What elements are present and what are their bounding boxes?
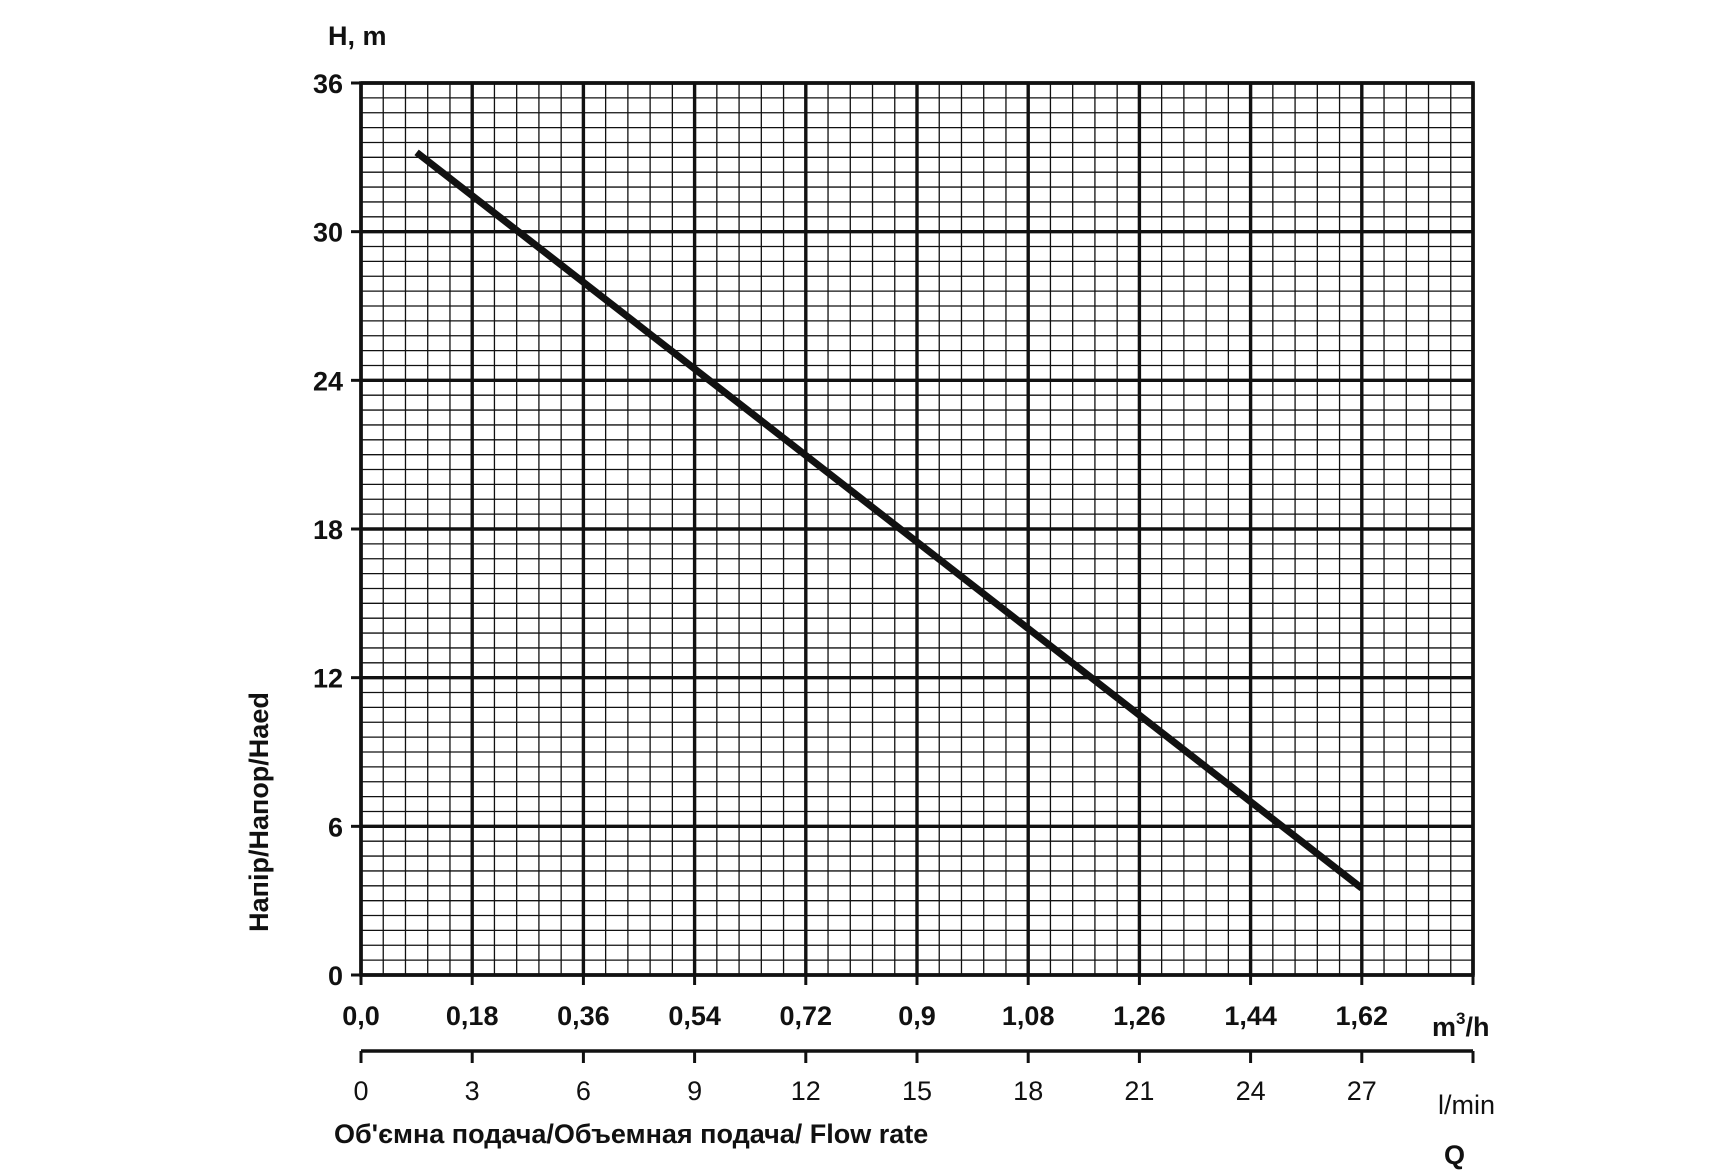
axes	[351, 81, 1475, 1063]
x-tick-label-lmin: 6	[576, 1076, 591, 1106]
x-tick-labels-m3h: 0,0 0,18 0,36 0,54 0,72 0,9 1,08 1,26 1,44 1,62	[342, 1001, 1388, 1031]
y-tick-label: 36	[313, 69, 343, 99]
x-axis-m3h-unit: m3/h	[1432, 1009, 1489, 1042]
x-tick-label-m3h: 1,26	[1113, 1001, 1166, 1031]
x-tick-label-lmin: 12	[791, 1076, 821, 1106]
y-axis-side-label: Напір/Напор/Haed	[244, 692, 274, 932]
x-tick-label-lmin: 9	[687, 1076, 702, 1106]
x-tick-label-m3h: 0,9	[898, 1001, 936, 1031]
x-axis-m3h-unit-base: m	[1432, 1012, 1456, 1042]
x-tick-label-lmin: 24	[1236, 1076, 1266, 1106]
y-tick-label: 24	[313, 366, 343, 396]
x-tick-label-m3h: 1,08	[1002, 1001, 1055, 1031]
x-tick-label-lmin: 3	[465, 1076, 480, 1106]
y-tick-label: 12	[313, 664, 343, 694]
x-axis-m3h-unit-rest: /h	[1465, 1012, 1489, 1042]
x-tick-label-lmin: 21	[1124, 1076, 1154, 1106]
x-tick-label-m3h: 0,0	[342, 1001, 380, 1031]
head-flow-curve	[414, 149, 1364, 892]
series-layer	[414, 149, 1364, 892]
y-tick-label: 0	[328, 961, 343, 991]
x-tick-label-m3h: 0,36	[557, 1001, 610, 1031]
x-tick-label-m3h: 0,18	[446, 1001, 499, 1031]
x-tick-label-lmin: 18	[1013, 1076, 1043, 1106]
x-tick-labels-lmin: 0 3 6 9 12 15 18 21 24 27	[353, 1076, 1376, 1106]
q-label: Q	[1444, 1140, 1465, 1170]
y-tick-label: 30	[313, 218, 343, 248]
x-tick-label-lmin: 15	[902, 1076, 932, 1106]
x-tick-label-lmin: 0	[353, 1076, 368, 1106]
x-tick-label-lmin: 27	[1347, 1076, 1377, 1106]
y-tick-label: 6	[328, 812, 343, 842]
x-axis-bottom-label: Об'ємна подача/Объемная подача/ Flow rat…	[334, 1119, 928, 1149]
x-tick-label-m3h: 1,44	[1224, 1001, 1277, 1031]
x-axis-lmin-unit: l/min	[1438, 1090, 1495, 1120]
x-axis-m3h-unit-exp: 3	[1456, 1009, 1465, 1028]
x-tick-label-m3h: 1,62	[1336, 1001, 1389, 1031]
y-tick-label: 18	[313, 515, 343, 545]
y-axis-top-label: H, m	[328, 21, 387, 51]
x-tick-label-m3h: 0,54	[668, 1001, 721, 1031]
y-tick-labels: 0 6 12 18 24 30 36	[313, 69, 343, 991]
x-tick-label-m3h: 0,72	[780, 1001, 833, 1031]
